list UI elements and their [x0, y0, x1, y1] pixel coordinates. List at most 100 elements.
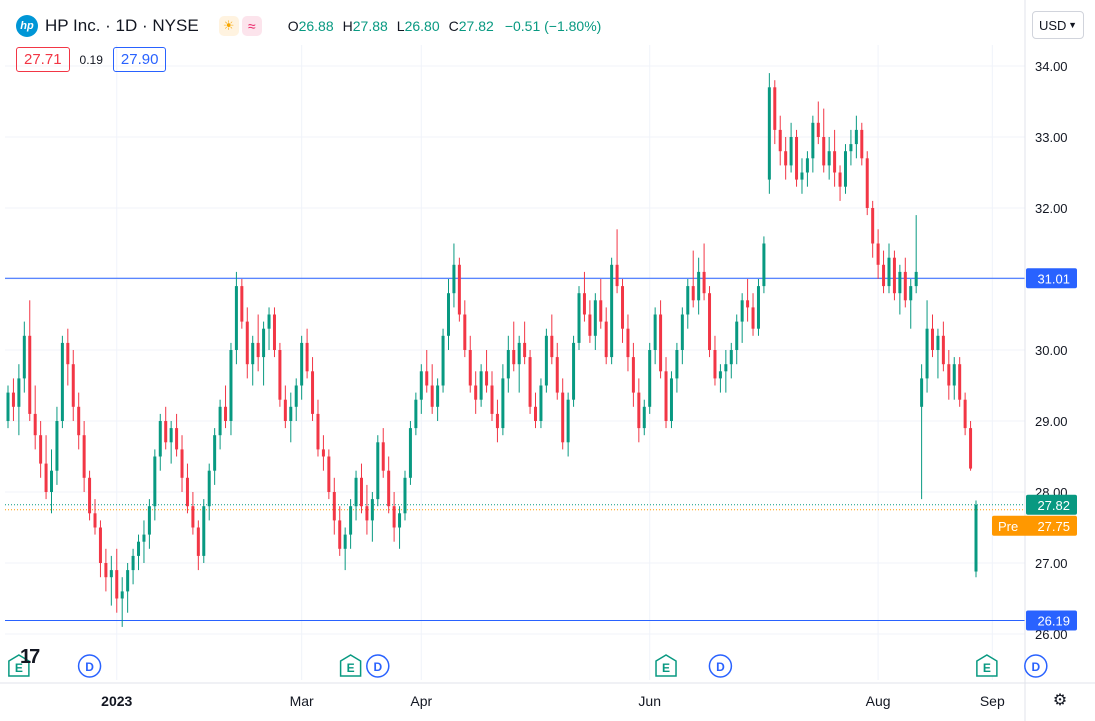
earnings-marker[interactable]: [339, 654, 362, 677]
candle-body: [561, 392, 565, 443]
time-tick-label: 2023: [101, 693, 132, 709]
candle-body: [653, 314, 657, 350]
candle-body: [381, 442, 385, 471]
candle-body: [218, 406, 222, 436]
candle-body: [631, 357, 635, 393]
candle-body: [88, 477, 92, 514]
candle-body: [871, 208, 875, 244]
close-label: C: [448, 18, 459, 34]
candle-body: [550, 335, 554, 358]
candle-body: [789, 137, 793, 166]
gear-icon[interactable]: ⚙: [1052, 692, 1068, 709]
candle-body: [11, 392, 15, 407]
candle-body: [746, 300, 750, 308]
candle-body: [289, 406, 293, 421]
candle-body: [534, 406, 538, 421]
candle-body: [294, 385, 298, 407]
candle-body: [468, 350, 472, 386]
candle-body: [512, 350, 516, 365]
candle-body: [914, 271, 918, 287]
last-price-tag: 27.82: [1037, 498, 1070, 513]
horizontal-lines[interactable]: [5, 277, 1025, 622]
candle-body: [680, 314, 684, 350]
earnings-marker[interactable]: [976, 654, 998, 677]
candle-body: [120, 591, 124, 599]
open-label: O: [287, 18, 299, 34]
candle-body: [115, 570, 119, 599]
time-tick-label: Sep: [980, 693, 1005, 709]
candle-body: [517, 342, 521, 365]
candle-body: [637, 392, 641, 429]
line-price-tag: 31.01: [1037, 271, 1070, 286]
dividend-marker[interactable]: [1024, 654, 1048, 678]
candle-body: [425, 371, 429, 386]
candle-body: [800, 172, 804, 180]
candle-body: [452, 264, 456, 294]
wave-icon[interactable]: ≈: [241, 16, 262, 36]
candle-body: [485, 371, 489, 386]
legend-header: hp HP Inc. · 1D · NYSE ☀ ≈ O26.88 H27.88…: [16, 12, 601, 40]
candle-body: [555, 357, 559, 393]
candle-body: [185, 477, 189, 507]
candle-body: [767, 87, 771, 180]
earnings-marker-label: E: [662, 661, 670, 675]
hp-logo-icon: hp: [16, 15, 38, 37]
dividend-marker-label: D: [85, 660, 94, 674]
candle-body: [686, 286, 690, 315]
candle-body: [887, 257, 891, 287]
candle-body: [479, 371, 483, 400]
candle-body: [311, 371, 315, 414]
candle-body: [756, 286, 760, 329]
price-tick-label: 30.00: [1035, 343, 1068, 358]
candle-body: [572, 342, 576, 400]
price-tick-label: 33.00: [1035, 130, 1068, 145]
candle-body: [941, 335, 945, 365]
currency-select[interactable]: USD ▼: [1032, 11, 1084, 39]
candle-body: [213, 435, 217, 471]
candle-body: [621, 286, 625, 329]
candle-body: [98, 527, 102, 563]
candle-body: [436, 385, 440, 407]
candle-body: [93, 513, 97, 528]
candle-body: [164, 421, 168, 443]
candle-body: [713, 350, 717, 379]
candle-body: [588, 314, 592, 336]
dividend-marker[interactable]: [708, 654, 733, 678]
candle-body: [664, 371, 668, 421]
candle-body: [843, 151, 847, 187]
earnings-marker[interactable]: [655, 654, 677, 677]
candle-body: [582, 293, 586, 315]
candle-body: [697, 271, 701, 301]
symbol-title[interactable]: HP Inc. · 1D · NYSE: [45, 16, 199, 35]
candle-body: [229, 350, 233, 421]
buy-price-button[interactable]: 27.90: [112, 47, 167, 72]
sun-icon[interactable]: ☀: [218, 16, 239, 36]
candle-body: [175, 428, 179, 450]
candle-body: [17, 378, 21, 407]
candle-body: [398, 513, 402, 528]
candle-body: [365, 506, 369, 521]
candle-body: [332, 492, 336, 521]
price-tick-label: 32.00: [1035, 201, 1068, 216]
candle-body: [414, 399, 418, 429]
sell-price-button[interactable]: 27.71: [16, 47, 70, 72]
candle-body: [827, 151, 831, 166]
candle-body: [958, 364, 962, 400]
candle-body: [729, 350, 733, 365]
dividend-marker[interactable]: [77, 654, 102, 678]
high-label: H: [342, 18, 353, 34]
candle-body: [267, 314, 271, 329]
candle-body: [702, 271, 706, 294]
candle-body: [474, 385, 478, 400]
earnings-marker[interactable]: [8, 654, 30, 677]
candle-body: [577, 293, 581, 343]
candle-body: [441, 335, 445, 386]
quote-row: 27.71 0.19 27.90: [16, 47, 167, 72]
candle-body: [33, 413, 37, 436]
price-axis[interactable]: 34.0033.0032.0031.0030.0029.0028.0027.00…: [1035, 59, 1068, 642]
candle-body: [490, 385, 494, 414]
dividend-marker[interactable]: [366, 654, 390, 678]
